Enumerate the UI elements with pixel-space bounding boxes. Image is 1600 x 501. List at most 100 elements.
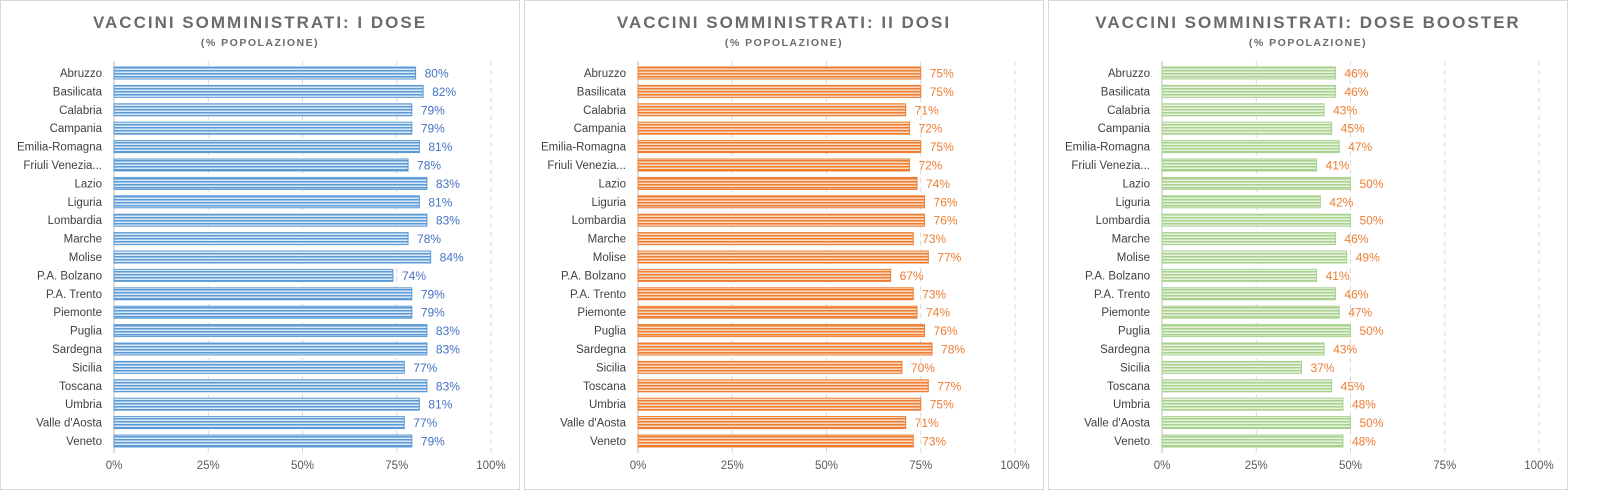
- bar: [637, 103, 907, 117]
- category-label: P.A. Bolzano: [37, 270, 102, 282]
- bar: [637, 324, 926, 338]
- data-label: 47%: [1348, 140, 1372, 154]
- bar: [637, 66, 922, 80]
- category-label: Lombardia: [572, 215, 627, 227]
- bar: [113, 232, 409, 246]
- bar: [1161, 121, 1333, 135]
- bar: [113, 434, 413, 448]
- data-label: 43%: [1333, 103, 1357, 117]
- category-label: Abruzzo: [584, 68, 626, 80]
- category-label: Veneto: [66, 436, 102, 448]
- bar: [113, 287, 413, 301]
- category-label: Molise: [1117, 252, 1150, 264]
- bar: [113, 379, 428, 393]
- x-tick-label: 50%: [1339, 460, 1362, 472]
- bar: [1161, 195, 1321, 209]
- data-label: 77%: [937, 251, 961, 265]
- bar: [637, 158, 910, 172]
- bar: [113, 268, 394, 282]
- bar: [1161, 250, 1348, 264]
- bar: [637, 121, 910, 135]
- data-label: 74%: [402, 269, 426, 283]
- bar: [113, 305, 413, 319]
- data-label: 80%: [425, 67, 449, 81]
- bar: [637, 360, 903, 374]
- x-tick-label: 75%: [385, 460, 408, 472]
- category-label: P.A. Bolzano: [561, 270, 626, 282]
- bar-chart-first-dose: 0% 25% 50% 75% 100% Abruzzo 80% Basilicata 82% Ca…: [17, 61, 506, 472]
- category-label: Toscana: [583, 381, 626, 393]
- data-label: 75%: [930, 85, 954, 99]
- category-label: Lombardia: [48, 215, 103, 227]
- data-label: 72%: [918, 159, 942, 173]
- category-label: Basilicata: [53, 86, 103, 98]
- bar: [1161, 397, 1344, 411]
- data-label: 77%: [413, 361, 437, 375]
- bar: [1161, 176, 1351, 190]
- bar: [1161, 66, 1336, 80]
- bar: [637, 434, 914, 448]
- category-label: Emilia-Romagna: [541, 142, 627, 154]
- x-tick-label: 50%: [815, 460, 838, 472]
- bar: [637, 176, 918, 190]
- category-label: Sicilia: [72, 362, 103, 374]
- data-label: 76%: [934, 195, 958, 209]
- bar: [1161, 268, 1318, 282]
- x-tick-label: 75%: [1433, 460, 1456, 472]
- bar: [1161, 158, 1318, 172]
- chart-title: VACCINI SOMMINISTRATI: DOSE BOOSTER: [1095, 13, 1521, 32]
- category-label: Basilicata: [1101, 86, 1151, 98]
- category-label: P.A. Trento: [46, 289, 102, 301]
- bar: [637, 250, 929, 264]
- data-label: 81%: [428, 140, 452, 154]
- data-label: 78%: [417, 159, 441, 173]
- category-label: Emilia-Romagna: [17, 142, 103, 154]
- data-label: 70%: [911, 361, 935, 375]
- category-label: Toscana: [59, 381, 102, 393]
- data-label: 46%: [1344, 67, 1368, 81]
- category-label: Friuli Venezia...: [23, 160, 102, 172]
- bar: [637, 342, 933, 356]
- category-label: Sardegna: [52, 344, 102, 356]
- chart-title: VACCINI SOMMINISTRATI: II DOSI: [616, 13, 952, 32]
- bar: [1161, 305, 1340, 319]
- chart-panel-second-dose: VACCINI SOMMINISTRATI: II DOSI (% POPOLA…: [524, 0, 1044, 490]
- bar: [1161, 342, 1325, 356]
- data-label: 41%: [1326, 269, 1350, 283]
- data-label: 79%: [421, 306, 445, 320]
- chart-panel-first-dose: VACCINI SOMMINISTRATI: I DOSE (% POPOLAZ…: [0, 0, 520, 490]
- category-label: Marche: [64, 234, 102, 246]
- data-label: 46%: [1344, 85, 1368, 99]
- category-label: P.A. Trento: [1094, 289, 1150, 301]
- data-label: 81%: [428, 398, 452, 412]
- data-label: 74%: [926, 306, 950, 320]
- data-label: 83%: [436, 343, 460, 357]
- category-label: Liguria: [591, 197, 626, 209]
- data-label: 77%: [937, 379, 961, 393]
- data-label: 75%: [930, 140, 954, 154]
- bar: [637, 268, 892, 282]
- x-tick-label: 0%: [106, 460, 123, 472]
- category-label: Marche: [588, 234, 626, 246]
- data-label: 46%: [1344, 287, 1368, 301]
- bar: [1161, 140, 1340, 154]
- category-label: Calabria: [1107, 105, 1150, 117]
- data-label: 79%: [421, 103, 445, 117]
- category-label: Veneto: [590, 436, 626, 448]
- category-label: Molise: [69, 252, 102, 264]
- data-label: 37%: [1310, 361, 1334, 375]
- bar: [637, 305, 918, 319]
- data-label: 76%: [934, 324, 958, 338]
- category-label: Friuli Venezia...: [547, 160, 626, 172]
- category-label: Emilia-Romagna: [1065, 142, 1151, 154]
- data-label: 73%: [922, 435, 946, 449]
- bar: [637, 287, 914, 301]
- category-label: Campania: [1098, 123, 1151, 135]
- category-label: Umbria: [1113, 399, 1151, 411]
- data-label: 71%: [915, 103, 939, 117]
- data-label: 74%: [926, 177, 950, 191]
- data-label: 75%: [930, 67, 954, 81]
- category-label: P.A. Trento: [570, 289, 626, 301]
- bar: [1161, 287, 1336, 301]
- x-tick-label: 100%: [1524, 460, 1553, 472]
